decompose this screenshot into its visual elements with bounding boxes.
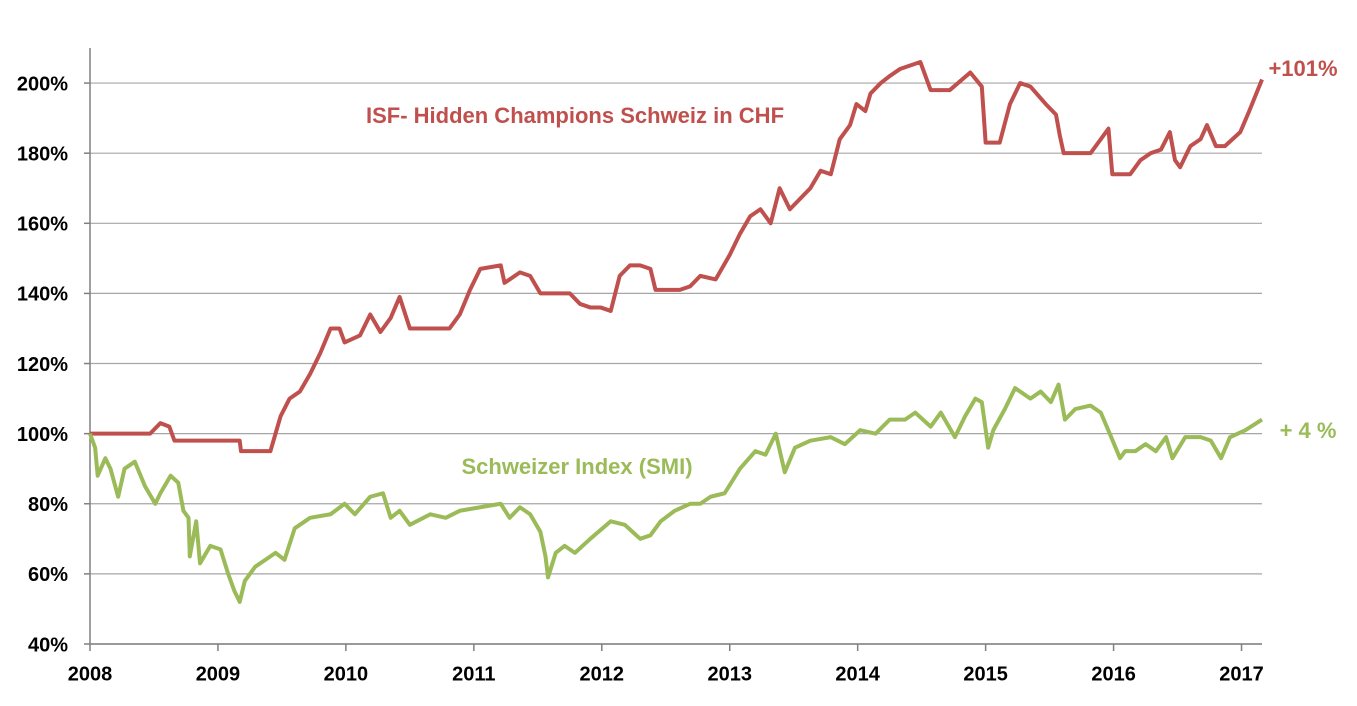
x-tick-label: 2013 — [707, 663, 752, 685]
x-tick-label: 2014 — [835, 663, 880, 685]
y-tick-label: 160% — [17, 214, 68, 236]
series-label: Schweizer Index (SMI) — [461, 454, 692, 479]
y-tick-label: 120% — [17, 354, 68, 376]
end-label: +101% — [1268, 56, 1337, 81]
x-tick-label: 2010 — [324, 663, 369, 685]
y-tick-label: 200% — [17, 73, 68, 95]
x-tick-label: 2016 — [1091, 663, 1136, 685]
end-label: + 4 % — [1280, 418, 1337, 443]
x-tick-label: 2009 — [196, 663, 241, 685]
series-line — [88, 382, 1264, 604]
x-tick-label: 2011 — [452, 663, 495, 685]
x-tick-label: 2017 — [1219, 663, 1264, 685]
x-tick-label: 2015 — [963, 663, 1008, 685]
y-tick-label: 80% — [28, 494, 68, 516]
y-tick-label: 140% — [17, 284, 68, 306]
series-line — [90, 60, 1264, 454]
y-tick-label: 180% — [17, 143, 68, 165]
series-label: ISF- Hidden Champions Schweiz in CHF — [366, 103, 784, 128]
y-tick-label: 40% — [28, 634, 68, 656]
y-tick-label: 60% — [28, 564, 68, 586]
y-tick-label: 100% — [17, 424, 68, 446]
x-tick-label: 2008 — [68, 663, 113, 685]
x-tick-label: 2012 — [580, 663, 625, 685]
